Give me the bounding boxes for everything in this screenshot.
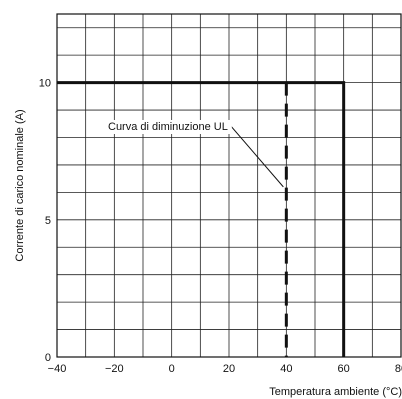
x-tick-label: 40 [280,363,292,375]
x-tick-label: −20 [105,363,124,375]
x-tick-labels: −40 −20 0 20 40 60 80 [48,363,402,375]
x-tick-label: 80 [395,363,402,375]
y-axis-label: Corrente di carico nominale (A) [14,109,26,261]
annotation-label-background [104,120,232,134]
grid [56,14,402,358]
plot-frame [56,13,402,358]
x-tick-label: 60 [338,363,350,375]
annotation-group: Curva di diminuzione UL [104,120,284,188]
series-solid-derating-line [57,81,346,357]
plot-border [56,13,402,358]
x-tick-label: 0 [169,363,175,375]
x-axis-label: Temperatura ambiente (°C) [269,386,402,398]
y-tick-label: 10 [39,78,51,90]
y-tick-label: 0 [45,352,51,364]
x-tick-label: −40 [48,363,67,375]
y-tick-label: 5 [45,215,51,227]
annotation-label: Curva di diminuzione UL [108,121,228,133]
x-tick-label: 20 [223,363,235,375]
series-group [57,81,346,357]
annotation-leader-line [230,125,284,188]
y-tick-labels: 0 5 10 [39,78,51,364]
